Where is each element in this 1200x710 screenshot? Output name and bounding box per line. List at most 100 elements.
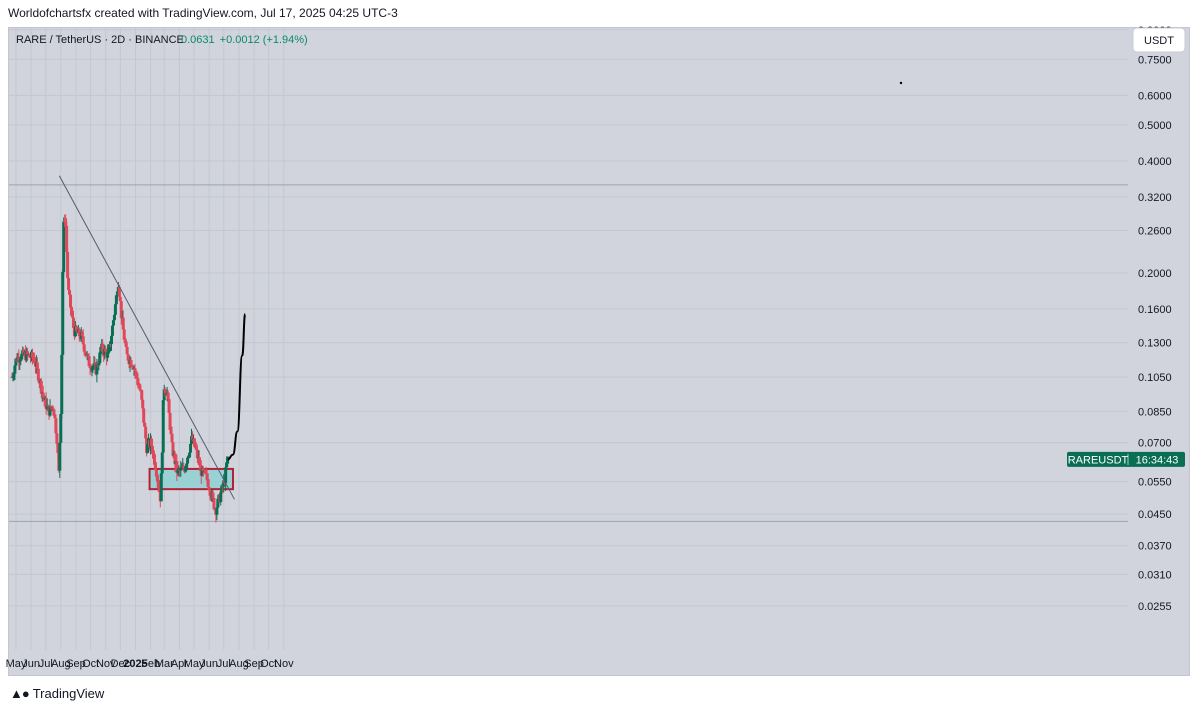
candle-body — [108, 344, 112, 352]
candle-body — [101, 343, 105, 352]
candle-body — [41, 392, 45, 397]
support-zone[interactable] — [148, 467, 234, 491]
candle-body — [163, 389, 167, 393]
candle-body — [52, 409, 56, 415]
y-tick-label: 0.0255 — [1138, 601, 1172, 613]
candle-body — [87, 356, 91, 367]
candle-body — [39, 380, 43, 394]
candle-body — [161, 400, 165, 453]
x-tick-label: Sep — [244, 658, 264, 670]
candle-body — [88, 366, 92, 369]
time-axis: MayJunJulAugSepOctNovDec2025FebMarAprMay… — [6, 658, 294, 670]
candle-body — [215, 507, 219, 515]
x-tick-label: Jul — [39, 658, 53, 670]
candle-body — [70, 313, 74, 318]
candle-body — [64, 221, 68, 226]
candle-body — [20, 353, 24, 360]
candle-body — [90, 367, 94, 371]
candle-body — [14, 358, 18, 366]
trendline[interactable] — [58, 175, 235, 500]
candle-body — [112, 314, 116, 321]
x-tick-label: Jul — [217, 658, 231, 670]
candle-body — [130, 366, 134, 368]
candle-body — [137, 384, 141, 387]
candle-body — [65, 225, 69, 252]
candle-body — [36, 368, 40, 381]
candle-body — [152, 454, 156, 465]
candle-body — [106, 351, 110, 358]
candle-body — [162, 389, 166, 401]
candle-body — [190, 436, 194, 444]
candles — [10, 214, 230, 523]
stray-dot — [899, 81, 903, 85]
x-tick-label: Aug — [51, 658, 71, 670]
horizontal-levels — [9, 184, 1128, 522]
candle-body — [103, 349, 107, 356]
projection-curve[interactable] — [227, 313, 247, 461]
candle-body — [140, 390, 144, 400]
candle-body — [179, 467, 183, 471]
chart-attribution: Worldofchartsfx created with TradingView… — [8, 6, 398, 20]
candle-body — [173, 453, 177, 465]
y-tick-label: 0.0550 — [1138, 477, 1172, 489]
y-tick-label: 0.1050 — [1138, 372, 1172, 384]
x-tick-label: Oct — [260, 658, 277, 670]
x-tick-label: Apr — [171, 658, 188, 670]
candle-body — [167, 399, 171, 414]
candle-body — [192, 438, 196, 447]
candle-body — [197, 457, 201, 466]
candle-body — [117, 286, 121, 297]
candle-body — [61, 271, 65, 355]
candle-body — [170, 433, 174, 443]
x-tick-label: Nov — [96, 658, 116, 670]
candle-body — [44, 397, 48, 409]
candle-body — [125, 346, 129, 355]
tradingview-logo-icon: ▲● — [10, 686, 30, 701]
candle-body — [54, 418, 58, 434]
candle-body — [123, 339, 127, 344]
candle-body — [119, 301, 123, 318]
candle-body — [81, 336, 85, 345]
candle-body — [185, 463, 189, 467]
candle-body — [213, 509, 217, 511]
candle-body — [216, 498, 220, 508]
footer: ▲● TradingView — [10, 686, 104, 701]
x-tick-label: Mar — [155, 658, 174, 670]
candle-body — [31, 357, 35, 359]
candle-body — [86, 354, 90, 357]
candle-body — [30, 352, 34, 358]
candle-body — [129, 360, 133, 367]
x-tick-label: May — [184, 658, 205, 670]
candle-body — [224, 467, 228, 484]
candle-body — [122, 329, 126, 340]
y-tick-label: 0.1300 — [1138, 338, 1172, 350]
candle-body — [153, 464, 157, 470]
candle-body — [144, 426, 148, 439]
drawing-lines — [58, 81, 903, 500]
candle-body — [180, 467, 184, 469]
chart-area[interactable] — [8, 27, 1190, 676]
x-tick-label: Sep — [66, 658, 86, 670]
candle-body — [59, 414, 63, 443]
currency-button[interactable]: USDT — [1132, 27, 1186, 53]
candle-body — [73, 326, 77, 337]
candle-body — [190, 436, 194, 440]
candle-body — [80, 331, 84, 337]
x-tick-label: Oct — [82, 658, 99, 670]
candle-body — [82, 344, 86, 352]
candle-body — [166, 392, 170, 400]
candle-body — [71, 317, 75, 328]
candle-body — [208, 490, 212, 496]
candle-body — [200, 468, 204, 476]
y-tick-label: 0.0450 — [1138, 509, 1172, 521]
y-tick-label: 0.0310 — [1138, 569, 1172, 581]
candle-body — [154, 469, 158, 477]
candle-body — [204, 473, 208, 475]
candle-body — [201, 468, 205, 472]
candle-body — [12, 373, 16, 376]
x-tick-label: Nov — [274, 658, 294, 670]
candle-body — [205, 473, 209, 480]
candle-body — [169, 429, 173, 434]
candle-body — [58, 442, 62, 471]
